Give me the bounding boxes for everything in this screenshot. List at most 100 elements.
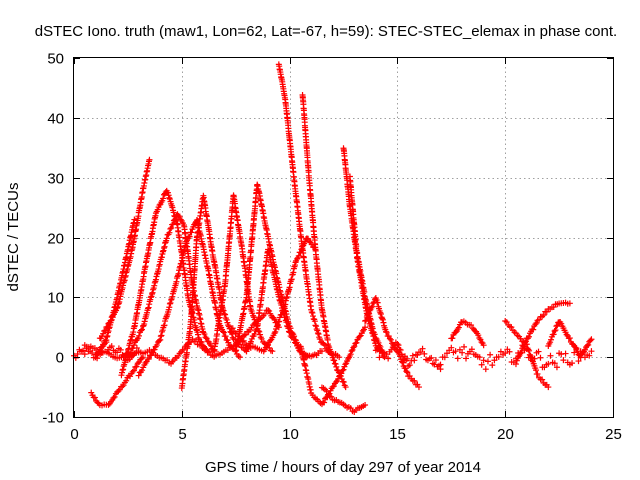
data-point-marker — [329, 351, 336, 358]
data-point-marker — [525, 333, 532, 340]
data-point-marker — [169, 293, 176, 300]
data-point-marker — [88, 389, 95, 396]
data-point-marker — [566, 335, 573, 342]
data-point-marker — [563, 331, 570, 338]
data-point-marker — [161, 322, 168, 329]
data-point-marker — [276, 296, 283, 303]
series-25 — [545, 318, 595, 361]
data-point-marker — [480, 342, 487, 349]
y-tick-label: 10 — [47, 290, 64, 307]
data-point-marker — [383, 351, 390, 358]
data-point-marker — [308, 309, 315, 316]
data-point-marker — [329, 383, 336, 390]
data-point-marker — [588, 336, 595, 343]
data-point-marker — [362, 317, 369, 324]
data-point-marker — [166, 194, 173, 201]
data-point-marker — [566, 300, 573, 307]
data-point-marker — [577, 354, 584, 361]
data-point-marker — [506, 348, 513, 355]
series-14 — [299, 92, 349, 391]
y-tick-label: 50 — [47, 51, 64, 68]
data-point-marker — [411, 377, 418, 384]
data-point-marker — [452, 329, 459, 336]
data-point-marker — [109, 314, 116, 321]
data-point-marker — [102, 327, 109, 334]
series-19 — [362, 294, 422, 391]
data-point-marker — [428, 354, 435, 361]
data-point-marker — [302, 238, 309, 245]
x-axis-label: GPS time / hours of day 297 of year 2014 — [205, 459, 481, 476]
data-point-marker — [478, 339, 485, 346]
series-22 — [448, 318, 487, 349]
data-point-marker — [318, 348, 325, 355]
data-point-marker — [376, 354, 383, 361]
data-point-marker — [323, 388, 330, 395]
data-point-marker — [197, 341, 204, 348]
data-point-marker — [219, 328, 226, 335]
data-point-marker — [540, 312, 547, 319]
data-point-marker — [333, 363, 340, 370]
data-point-marker — [269, 348, 276, 355]
data-point-marker — [192, 338, 199, 345]
data-point-marker — [157, 333, 164, 340]
data-point-marker — [163, 314, 170, 321]
y-tick-label: 30 — [47, 171, 64, 188]
data-point-marker — [431, 361, 438, 368]
data-point-marker — [547, 352, 554, 359]
data-point-marker — [175, 212, 182, 219]
data-point-marker — [537, 354, 544, 361]
data-point-marker — [130, 367, 137, 374]
data-point-marker — [374, 299, 381, 306]
data-point-marker — [201, 331, 208, 338]
data-point-marker — [377, 309, 384, 316]
data-point-marker — [177, 216, 184, 223]
data-point-marker — [586, 352, 593, 359]
data-point-marker — [167, 299, 174, 306]
data-point-marker — [396, 346, 403, 353]
series-12 — [243, 246, 325, 360]
data-point-marker — [253, 326, 260, 333]
data-point-marker — [282, 314, 289, 321]
x-tick-label: 25 — [605, 426, 622, 443]
data-point-marker — [258, 335, 265, 342]
data-point-marker — [157, 336, 164, 343]
data-point-marker — [166, 229, 173, 236]
data-point-marker — [166, 304, 173, 311]
data-point-marker — [247, 338, 254, 345]
data-point-marker — [285, 325, 292, 332]
data-point-marker — [529, 357, 536, 364]
data-point-marker — [380, 319, 387, 326]
data-point-marker — [275, 293, 282, 300]
data-point-marker — [554, 322, 561, 329]
data-point-marker — [551, 328, 558, 335]
data-point-marker — [306, 238, 313, 245]
data-point-marker — [532, 321, 539, 328]
x-tick-label: 10 — [282, 426, 299, 443]
data-point-marker — [508, 324, 515, 331]
data-point-marker — [495, 353, 502, 360]
data-point-marker — [332, 379, 339, 386]
data-point-marker — [131, 216, 138, 223]
data-point-marker — [108, 316, 115, 323]
data-point-marker — [107, 317, 114, 324]
data-point-marker — [336, 354, 343, 361]
data-point-marker — [449, 335, 456, 342]
data-point-marker — [352, 340, 359, 347]
data-point-marker — [129, 345, 136, 352]
data-point-marker — [123, 377, 130, 384]
data-point-marker — [278, 302, 285, 309]
data-point-marker — [562, 350, 569, 357]
x-tick-label: 15 — [389, 426, 406, 443]
data-point-marker — [158, 332, 165, 339]
data-point-marker — [169, 221, 176, 228]
grid — [74, 58, 613, 417]
data-point-marker — [560, 357, 567, 364]
data-point-marker — [160, 195, 167, 202]
x-tick-label: 5 — [178, 426, 186, 443]
data-point-marker — [463, 355, 469, 362]
data-point-marker — [116, 386, 123, 393]
data-point-marker — [153, 342, 160, 349]
data-point-marker — [512, 361, 519, 368]
data-point-marker — [530, 326, 537, 333]
